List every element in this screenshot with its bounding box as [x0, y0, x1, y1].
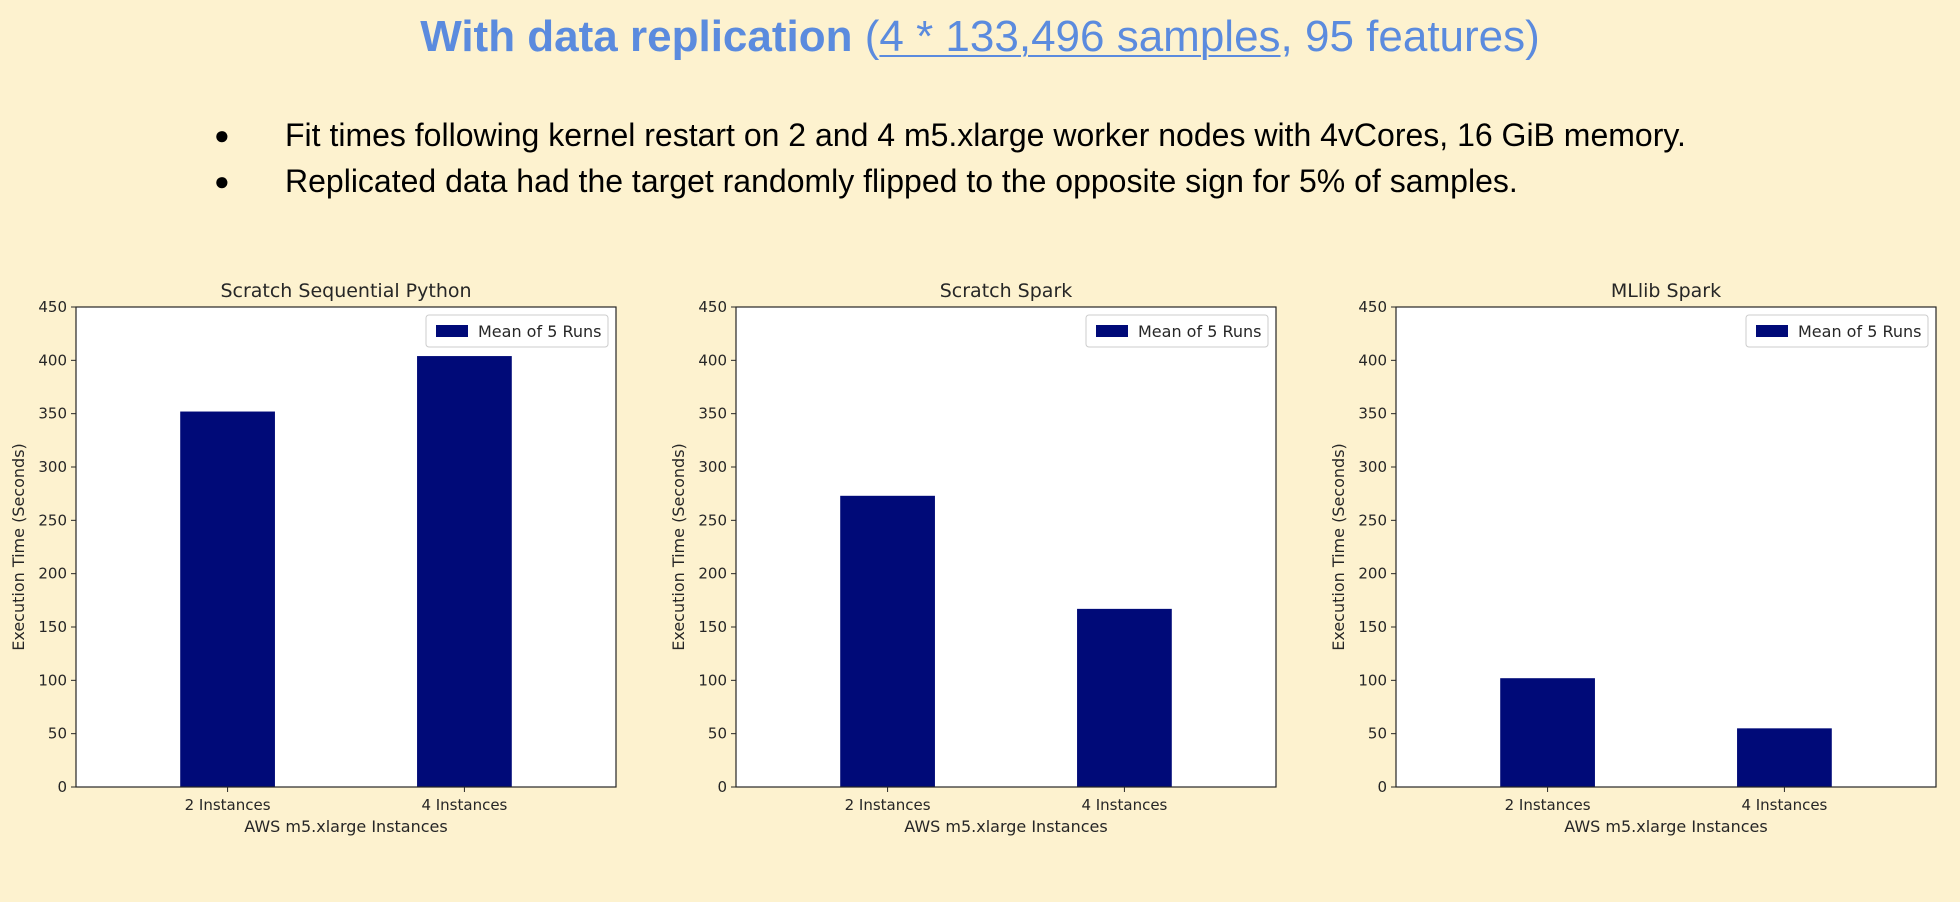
y-tick-label: 400 — [38, 351, 67, 369]
chart-title: Scratch Sequential Python — [220, 280, 471, 302]
y-tick-label: 250 — [1358, 511, 1387, 529]
y-tick-label: 50 — [708, 725, 727, 743]
x-tick-label: 2 Instances — [845, 796, 931, 814]
y-tick-label: 300 — [1358, 458, 1387, 476]
y-tick-label: 150 — [38, 618, 67, 636]
legend-box — [1745, 314, 1929, 348]
y-tick-label: 100 — [1358, 671, 1387, 689]
legend-swatch — [1756, 325, 1788, 337]
y-tick-label: 100 — [38, 671, 67, 689]
bar — [180, 411, 275, 787]
y-tick-label: 450 — [1358, 298, 1387, 316]
y-tick-label: 450 — [698, 298, 727, 316]
bar — [1077, 608, 1172, 787]
plot-area — [76, 307, 616, 787]
legend-swatch — [1096, 325, 1128, 337]
chart-mllib-spark: MLlib Spark 2 Instances 4 Instances 0 50 100 1… — [1329, 280, 1937, 836]
x-axis-label: AWS m5.xlarge Instances — [1564, 817, 1767, 836]
y-tick-label: 350 — [1358, 405, 1387, 423]
legend-swatch — [436, 325, 468, 337]
y-tick-label: 200 — [698, 565, 727, 583]
y-tick-label: 350 — [698, 405, 727, 423]
title-bold-text: With data replication — [420, 12, 853, 61]
plot-area — [736, 307, 1276, 787]
legend-label: Mean of 5 Runs — [1138, 322, 1261, 341]
title-paren-open: ( — [864, 12, 880, 61]
title-rest-text: , 95 features) — [1280, 12, 1540, 61]
plot-frame — [1395, 306, 1937, 788]
bullet-item: Fit times following kernel restart on 2 … — [210, 112, 1686, 158]
y-tick-label: 400 — [1358, 351, 1387, 369]
y-tick-label: 100 — [698, 671, 727, 689]
y-tick-label: 450 — [38, 298, 67, 316]
y-tick-label: 250 — [698, 511, 727, 529]
x-axis-label: AWS m5.xlarge Instances — [244, 817, 447, 836]
x-axis-label: AWS m5.xlarge Instances — [904, 817, 1107, 836]
bar — [417, 356, 512, 787]
bar — [840, 495, 935, 787]
plot-frame — [735, 306, 1277, 788]
legend-label: Mean of 5 Runs — [1798, 322, 1921, 341]
x-tick-label: 2 Instances — [185, 796, 271, 814]
plot-frame — [75, 306, 617, 788]
legend-box — [425, 314, 609, 348]
slide-title: With data replication (4 * 133,496 sampl… — [0, 12, 1960, 62]
y-axis-label: Execution Time (Seconds) — [1329, 443, 1348, 651]
y-tick-label: 200 — [38, 565, 67, 583]
bullet-list: Fit times following kernel restart on 2 … — [210, 112, 1686, 204]
x-tick-label: 4 Instances — [421, 796, 507, 814]
chart-title: MLlib Spark — [1611, 280, 1721, 302]
y-tick-label: 0 — [717, 778, 727, 796]
x-tick-label: 2 Instances — [1505, 796, 1591, 814]
legend-box — [1085, 314, 1269, 348]
y-tick-label: 250 — [38, 511, 67, 529]
y-tick-label: 50 — [1368, 725, 1387, 743]
y-tick-label: 0 — [1377, 778, 1387, 796]
legend-label: Mean of 5 Runs — [478, 322, 601, 341]
y-tick-label: 150 — [1358, 618, 1387, 636]
chart-scratch-sequential-python: Scratch Sequential Python 2 Instances 4 In… — [9, 280, 617, 836]
y-tick-label: 300 — [38, 458, 67, 476]
plot-area — [1396, 307, 1936, 787]
bullet-item: Replicated data had the target randomly … — [210, 158, 1686, 204]
samples-link[interactable]: 4 * 133,496 samples — [879, 12, 1281, 61]
y-tick-label: 300 — [698, 458, 727, 476]
y-tick-label: 150 — [698, 618, 727, 636]
x-tick-label: 4 Instances — [1081, 796, 1167, 814]
y-tick-label: 400 — [698, 351, 727, 369]
y-axis-label: Execution Time (Seconds) — [9, 443, 28, 651]
chart-title: Scratch Spark — [940, 280, 1073, 302]
y-tick-label: 0 — [57, 778, 67, 796]
bar — [1500, 678, 1595, 787]
y-tick-label: 350 — [38, 405, 67, 423]
bar — [1737, 728, 1832, 787]
x-tick-label: 4 Instances — [1741, 796, 1827, 814]
y-axis-label: Execution Time (Seconds) — [669, 443, 688, 651]
y-tick-label: 50 — [48, 725, 67, 743]
y-tick-label: 200 — [1358, 565, 1387, 583]
chart-scratch-spark: Scratch Spark 2 Instances 4 Instances 0 50 10… — [669, 280, 1277, 836]
